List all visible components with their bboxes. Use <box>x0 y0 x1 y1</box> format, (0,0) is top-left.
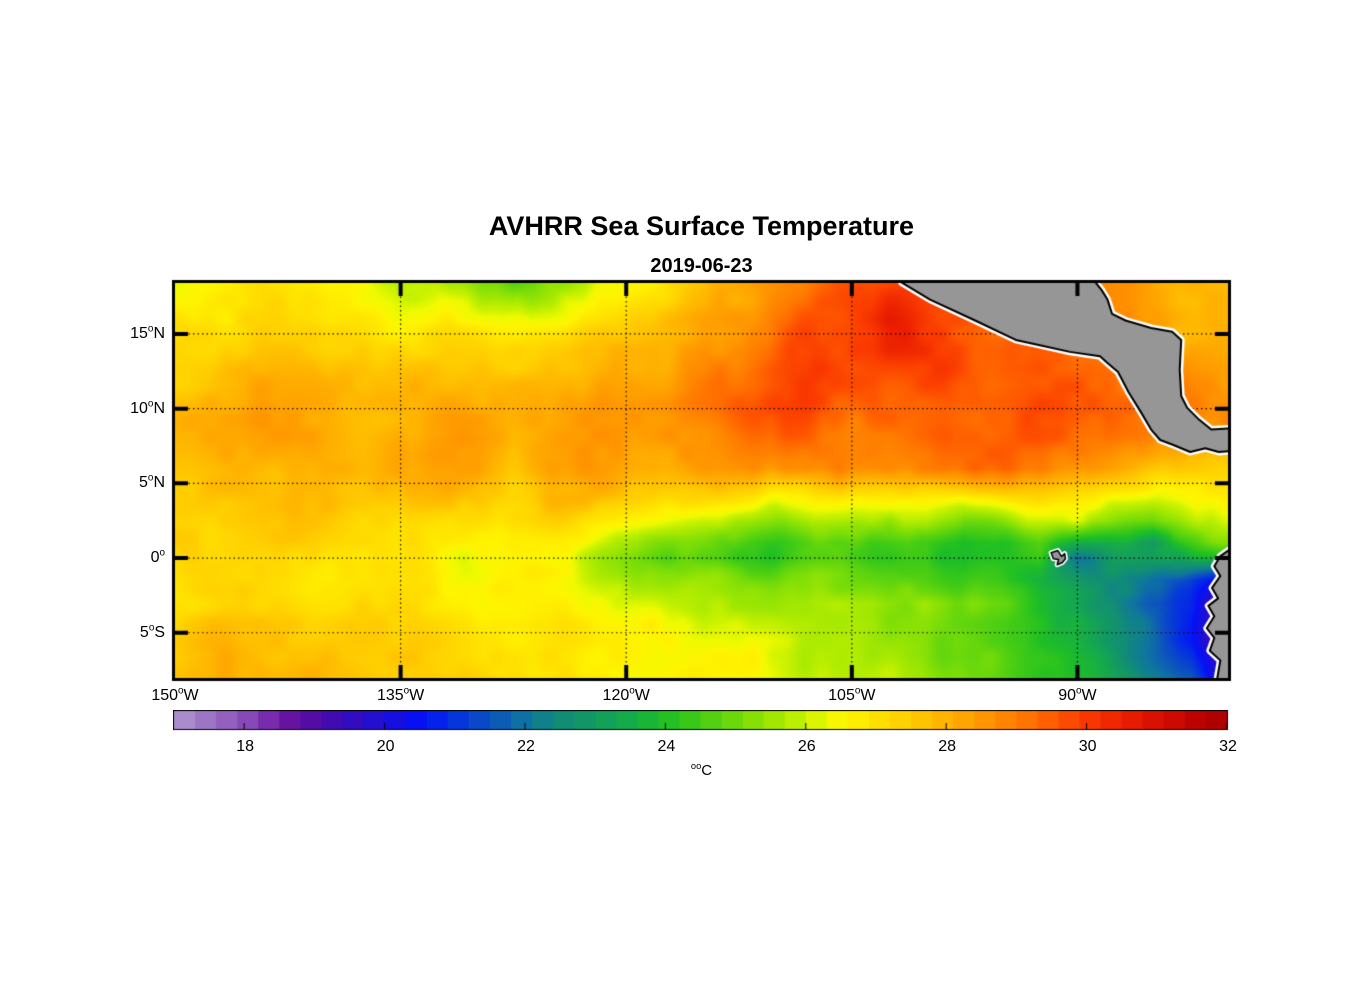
sst-map-canvas <box>171 279 1233 683</box>
colorbar-tick-20: 20 <box>376 738 395 755</box>
colorbar-canvas <box>173 710 1230 732</box>
lat-tick-label-5S: 5oS <box>139 622 165 641</box>
chart-date: 2019-06-23 <box>650 255 753 277</box>
lon-tick-label-150W: 150oW <box>151 685 199 704</box>
degree-symbol: o <box>854 685 861 697</box>
degree-symbol: o <box>696 761 702 771</box>
colorbar-tick-30: 30 <box>1078 738 1097 755</box>
degree-symbol: o <box>147 323 154 335</box>
lat-tick-label-5N: 5oN <box>139 473 165 492</box>
lon-tick-label-105W: 105oW <box>828 685 876 704</box>
lat-tick-label-10N: 10oN <box>130 398 165 417</box>
degree-symbol: o <box>159 547 165 559</box>
degree-symbol: o <box>148 622 155 634</box>
lat-tick-label-0: 0o <box>150 547 165 567</box>
degree-symbol: o <box>1076 685 1082 697</box>
chart-title: AVHRR Sea Surface Temperature <box>488 211 915 241</box>
degree-symbol: o <box>690 761 697 771</box>
degree-symbol: o <box>178 685 184 697</box>
colorbar-tick-22: 22 <box>517 738 535 755</box>
colorbar-tick-24: 24 <box>657 738 676 755</box>
degree-symbol: o <box>403 685 410 697</box>
degree-symbol: o <box>147 473 154 484</box>
lat-tick-label-15N: 15oN <box>130 323 165 342</box>
lon-tick-label-120W: 120oW <box>602 685 650 704</box>
colorbar-tick-18: 18 <box>236 738 255 755</box>
colorbar-tick-28: 28 <box>938 738 957 755</box>
colorbar-tick-32: 32 <box>1219 738 1237 755</box>
degree-symbol: o <box>147 398 154 410</box>
degree-symbol: o <box>629 685 635 697</box>
colorbar-tick-26: 26 <box>797 738 816 755</box>
colorbar-unit-label: ooC <box>690 761 713 779</box>
lon-tick-label-135W: 135oW <box>376 685 425 704</box>
lon-tick-label-90W: 90oW <box>1058 685 1097 704</box>
